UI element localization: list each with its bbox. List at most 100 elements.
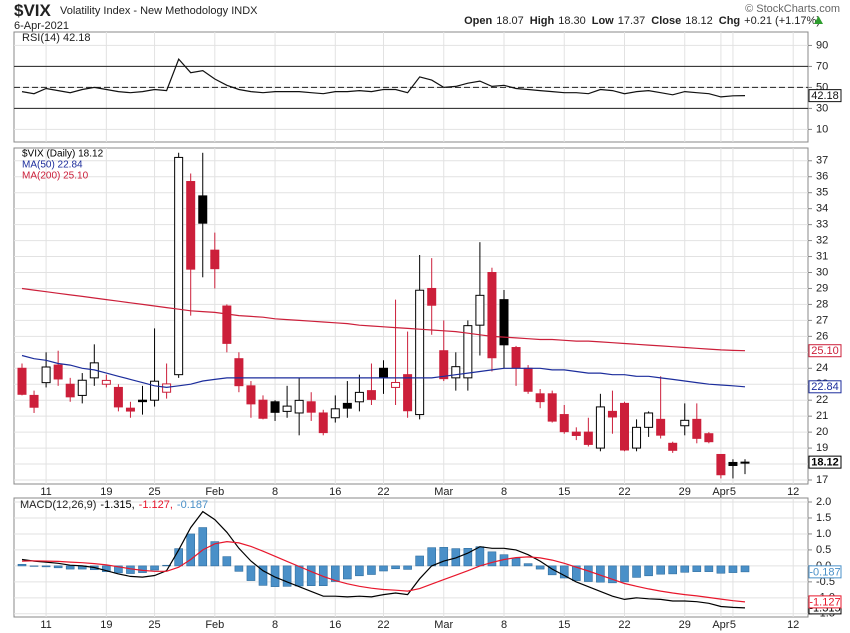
y-tick-label: 21 — [816, 410, 828, 422]
candle-body — [306, 401, 316, 413]
histogram-bar — [355, 565, 364, 577]
candle-body — [53, 364, 63, 380]
x-tick-label: 12 — [787, 486, 799, 498]
legend: RSI(14) 42.18 — [22, 32, 90, 44]
y-tick-label: 24 — [816, 362, 828, 374]
x-tick-label: 5 — [730, 486, 736, 498]
histogram-bar — [102, 565, 111, 572]
histogram-bar — [17, 563, 27, 567]
line — [21, 354, 746, 389]
x-tick-label: 25 — [148, 619, 160, 631]
candle-body — [65, 383, 75, 398]
x-tick-label: 22 — [377, 619, 389, 631]
y-tick-label: 17 — [816, 474, 828, 486]
histogram-bar — [53, 565, 63, 569]
y-tick-label: 90 — [816, 39, 828, 51]
candle-body — [583, 431, 593, 445]
candle-body — [77, 379, 87, 396]
x-tick-label: Mar — [434, 486, 453, 498]
candle-body — [511, 347, 521, 369]
y-tick-label: 34 — [816, 203, 828, 215]
histogram-bar — [584, 565, 593, 582]
candle-body — [463, 325, 473, 379]
candle-body — [535, 393, 545, 403]
candle-body — [403, 374, 413, 412]
histogram-bar — [656, 565, 665, 575]
quote-value: 18.12 — [685, 15, 713, 27]
histogram-bar — [415, 555, 424, 567]
quote-value: 17.37 — [617, 15, 646, 27]
y-tick-label: 30 — [816, 266, 828, 278]
x-tick-label: 22 — [618, 486, 630, 498]
y-tick-label: 0.5 — [816, 544, 831, 556]
candle-body — [716, 453, 726, 476]
candle-body — [487, 272, 497, 359]
histogram-bar — [620, 565, 629, 583]
candle-body — [41, 366, 51, 384]
histogram-bar — [692, 565, 702, 572]
value-box-label: 22.84 — [811, 381, 839, 393]
x-tick-label: 22 — [618, 619, 630, 631]
histogram-bar — [608, 565, 617, 584]
histogram-bar — [403, 565, 412, 570]
candle-body — [354, 391, 364, 403]
legend-entry: MA(200) 25.10 — [22, 171, 89, 182]
y-tick-label: 30 — [816, 102, 828, 114]
candle-body — [222, 305, 232, 344]
histogram-bar — [511, 557, 521, 567]
value-box-label: -1.127 — [809, 596, 840, 608]
candle-body — [270, 401, 280, 413]
histogram-bar — [114, 565, 123, 574]
value-box-label: 42.18 — [811, 90, 839, 102]
histogram-bar — [535, 565, 545, 570]
candle-body — [475, 294, 485, 326]
y-tick-label: 28 — [816, 298, 828, 310]
histogram-bar — [632, 565, 641, 578]
x-tick-label: 19 — [100, 619, 112, 631]
quote-label: Open — [464, 15, 493, 27]
y-tick-label: 26 — [816, 330, 828, 342]
quote-label: Close — [651, 15, 682, 27]
x-tick-label: Apr — [712, 486, 729, 498]
quote-value: 18.07 — [496, 15, 524, 27]
candle-body — [138, 399, 147, 403]
x-tick-label: 16 — [329, 619, 341, 631]
value-box — [808, 89, 842, 103]
panel-frame — [13, 147, 809, 485]
x-tick-label: 5 — [730, 619, 736, 631]
candle-body — [523, 367, 533, 392]
legend-title: MACD(12,26,9) — [20, 499, 96, 511]
candle-body — [258, 399, 268, 419]
candle-body — [680, 419, 690, 427]
candle-body — [595, 406, 605, 449]
y-tick-label: 35 — [816, 187, 828, 199]
candle-body — [571, 431, 581, 436]
y-tick-label: 10 — [816, 123, 828, 135]
legend-entry: -1.315, — [100, 499, 134, 511]
histogram-bar — [379, 565, 388, 572]
quote-value: 18.30 — [558, 15, 586, 27]
x-tick-label: 8 — [272, 486, 278, 498]
value-box-label: -0.187 — [809, 566, 840, 578]
candle-body — [728, 461, 738, 466]
legend-entry: -0.187 — [177, 499, 208, 511]
histogram-bar — [138, 565, 147, 573]
candle-body — [198, 195, 208, 224]
quote: Open 18.07 High 18.30 Low 17.37 Close 18.12 Chg +… — [458, 15, 820, 27]
value-box — [808, 455, 842, 469]
panel-frame — [13, 497, 809, 618]
y-tick-label: 32 — [816, 234, 828, 246]
candle-body — [607, 410, 617, 418]
x-tick-label: 11 — [40, 486, 51, 498]
candle-body — [101, 379, 111, 385]
histogram-bar — [728, 565, 738, 573]
line — [21, 287, 746, 352]
candle-body — [162, 383, 172, 393]
histogram-bar — [330, 565, 340, 582]
histogram-bar — [294, 565, 304, 587]
x-tick-label: Feb — [205, 486, 224, 498]
value-box — [808, 344, 842, 358]
candle-body — [17, 367, 27, 395]
candle-body — [282, 405, 292, 412]
